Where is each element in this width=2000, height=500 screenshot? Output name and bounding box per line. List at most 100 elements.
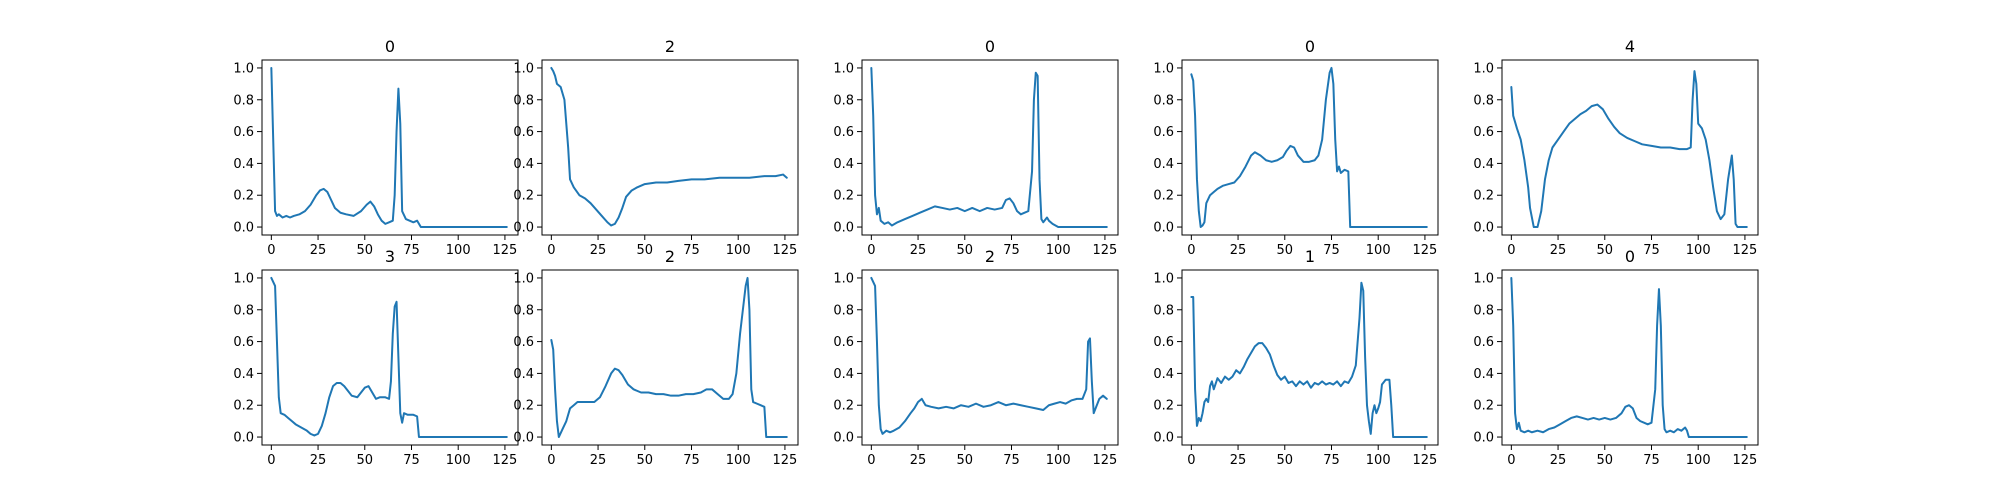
subplot-title-1: 0 (385, 37, 395, 56)
axes-frame-7 (541, 269, 799, 446)
x-tick-label-9-5: 125 (1413, 453, 1438, 468)
y-tick-label-6-3: 0.6 (233, 335, 254, 350)
y-tick-label-7-0: 0.0 (513, 431, 534, 446)
y-tick-label-5-4: 0.8 (1473, 93, 1494, 108)
x-tick-label-6-5: 125 (493, 453, 518, 468)
y-tick-label-7-3: 0.6 (513, 335, 534, 350)
y-tick-label-10-0: 0.0 (1473, 431, 1494, 446)
y-tick-label-5-2: 0.4 (1473, 157, 1494, 172)
y-tick-label-4-5: 1.0 (1153, 61, 1174, 76)
x-tick-label-8-5: 125 (1093, 453, 1118, 468)
series-line-4 (1190, 66, 1428, 229)
series-line-10 (1510, 276, 1748, 439)
x-tick-label-1-0: 0 (267, 243, 275, 258)
y-tick-label-7-4: 0.8 (513, 303, 534, 318)
x-tick-label-10-2: 50 (1597, 453, 1614, 468)
subplot-4: 0 0 25 50 75 100 125 0.0 0.2 0.4 0.6 0.8 1.0 (1153, 37, 1439, 258)
x-tick-label-1-3: 75 (403, 243, 420, 258)
subplot-6: 3 0 25 50 75 100 125 0.0 0.2 0.4 0.6 0.8 1.0 (233, 247, 519, 468)
x-tick-label-6-3: 75 (403, 453, 420, 468)
subplot-7: 2 0 25 50 75 100 125 0.0 0.2 0.4 0.6 0.8 1.0 (513, 247, 799, 468)
x-tick-label-10-1: 25 (1550, 453, 1567, 468)
y-tick-label-4-1: 0.2 (1153, 189, 1174, 204)
subplot-8: 2 0 25 50 75 100 125 0.0 0.2 0.4 0.6 0.8 1.0 (833, 247, 1119, 468)
y-tick-label-5-0: 0.0 (1473, 221, 1494, 236)
y-tick-label-1-2: 0.4 (233, 157, 254, 172)
x-tick-label-2-0: 0 (547, 243, 555, 258)
axes-frame-8 (861, 269, 1119, 446)
series-line-2 (550, 66, 788, 227)
x-tick-label-6-1: 25 (310, 453, 327, 468)
x-tick-label-7-4: 100 (726, 453, 751, 468)
series-line-6 (270, 276, 508, 439)
x-tick-label-5-1: 25 (1550, 243, 1567, 258)
x-tick-label-10-3: 75 (1643, 453, 1660, 468)
y-tick-label-6-5: 1.0 (233, 271, 254, 286)
y-tick-label-8-1: 0.2 (833, 399, 854, 414)
x-tick-label-5-0: 0 (1507, 243, 1515, 258)
y-tick-label-5-3: 0.6 (1473, 125, 1494, 140)
y-tick-label-4-4: 0.8 (1153, 93, 1174, 108)
subplot-title-9: 1 (1305, 247, 1315, 266)
subplot-title-6: 3 (385, 247, 395, 266)
x-tick-label-8-2: 50 (957, 453, 974, 468)
x-tick-label-5-4: 100 (1686, 243, 1711, 258)
axes-frame-10 (1501, 269, 1759, 446)
x-tick-label-2-3: 75 (683, 243, 700, 258)
y-tick-label-4-3: 0.6 (1153, 125, 1174, 140)
y-tick-label-2-2: 0.4 (513, 157, 534, 172)
y-tick-label-10-2: 0.4 (1473, 367, 1494, 382)
x-tick-label-7-5: 125 (773, 453, 798, 468)
x-tick-label-4-2: 50 (1277, 243, 1294, 258)
y-tick-label-10-5: 1.0 (1473, 271, 1494, 286)
y-tick-label-6-1: 0.2 (233, 399, 254, 414)
subplot-10: 0 0 25 50 75 100 125 0.0 0.2 0.4 0.6 0.8 1.0 (1473, 247, 1759, 468)
y-tick-label-5-1: 0.2 (1473, 189, 1494, 204)
y-tick-label-5-5: 1.0 (1473, 61, 1494, 76)
series-line-9 (1190, 281, 1428, 439)
x-tick-label-1-1: 25 (310, 243, 327, 258)
subplot-title-5: 4 (1625, 37, 1635, 56)
x-tick-label-4-5: 125 (1413, 243, 1438, 258)
series-line-1 (270, 66, 508, 229)
y-tick-label-9-4: 0.8 (1153, 303, 1174, 318)
y-tick-label-2-4: 0.8 (513, 93, 534, 108)
y-tick-label-9-2: 0.4 (1153, 367, 1174, 382)
x-tick-label-6-2: 50 (357, 453, 374, 468)
subplot-title-10: 0 (1625, 247, 1635, 266)
axes-frame-6 (261, 269, 519, 446)
y-tick-label-2-1: 0.2 (513, 189, 534, 204)
y-tick-label-3-2: 0.4 (833, 157, 854, 172)
y-tick-label-9-5: 1.0 (1153, 271, 1174, 286)
x-tick-label-4-1: 25 (1230, 243, 1247, 258)
y-tick-label-7-2: 0.4 (513, 367, 534, 382)
x-tick-label-2-2: 50 (637, 243, 654, 258)
y-tick-label-3-3: 0.6 (833, 125, 854, 140)
series-line-7 (550, 276, 788, 439)
subplot-1: 0 0 25 50 75 100 125 0.0 0.2 0.4 0.6 0.8 1.0 (233, 37, 519, 258)
y-tick-label-2-0: 0.0 (513, 221, 534, 236)
y-tick-label-6-2: 0.4 (233, 367, 254, 382)
axes-frame-5 (1501, 59, 1759, 236)
y-tick-label-6-0: 0.0 (233, 431, 254, 446)
x-tick-label-2-5: 125 (773, 243, 798, 258)
x-tick-label-3-3: 75 (1003, 243, 1020, 258)
y-tick-label-7-1: 0.2 (513, 399, 534, 414)
x-tick-label-10-0: 0 (1507, 453, 1515, 468)
x-tick-label-1-2: 50 (357, 243, 374, 258)
y-tick-label-9-3: 0.6 (1153, 335, 1174, 350)
y-tick-label-10-3: 0.6 (1473, 335, 1494, 350)
y-tick-label-3-0: 0.0 (833, 221, 854, 236)
y-tick-label-9-1: 0.2 (1153, 399, 1174, 414)
series-line-8 (870, 276, 1108, 435)
y-tick-label-8-4: 0.8 (833, 303, 854, 318)
x-tick-label-3-4: 100 (1046, 243, 1071, 258)
y-tick-label-10-4: 0.8 (1473, 303, 1494, 318)
x-tick-label-8-1: 25 (910, 453, 927, 468)
x-tick-label-10-4: 100 (1686, 453, 1711, 468)
y-tick-label-2-5: 1.0 (513, 61, 534, 76)
subplot-9: 1 0 25 50 75 100 125 0.0 0.2 0.4 0.6 0.8 1.0 (1153, 247, 1439, 468)
subplot-3: 0 0 25 50 75 100 125 0.0 0.2 0.4 0.6 0.8 1.0 (833, 37, 1119, 258)
y-tick-label-3-4: 0.8 (833, 93, 854, 108)
x-tick-label-9-2: 50 (1277, 453, 1294, 468)
